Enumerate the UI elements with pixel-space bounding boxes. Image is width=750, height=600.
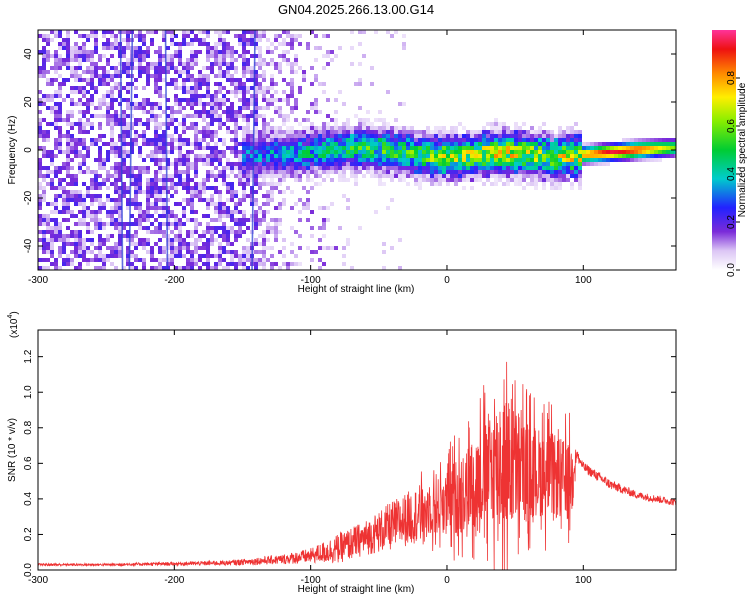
bottom-y-axis-label: SNR (10 * v/v) xyxy=(7,418,18,482)
colorbar-ticks: 0.0 0.2 0.4 0.6 0.8 xyxy=(726,71,740,277)
bottom-x-tick-label: -200 xyxy=(164,575,184,586)
bottom-axis-ticks: -300 -200 -100 0 100 1.2 1.0 0.8 0.6 0.4 0.2 0.0 xyxy=(23,330,676,586)
colorbar-tick-label: 0.2 xyxy=(726,215,737,229)
snr-series-line xyxy=(38,361,676,570)
top-y-tick-label: -40 xyxy=(23,238,34,253)
top-x-tick-label: 0 xyxy=(444,275,450,286)
bottom-x-axis-label: Height of straight line (km) xyxy=(298,584,415,595)
bottom-y-tick-label: 0.4 xyxy=(23,492,34,506)
colorbar-tick-label: 0.0 xyxy=(726,263,737,277)
bottom-x-tick-label: -100 xyxy=(301,575,321,586)
colorbar-label: Normalized spectral amplitude xyxy=(737,82,748,217)
top-axis-ticks: -300 -200 -100 0 100 40 20 0 -20 -40 xyxy=(23,30,676,286)
spectrogram-heatmap xyxy=(38,30,676,270)
chart-title: GN04.2025.266.13.00.G14 xyxy=(278,2,434,17)
top-y-tick-label: 0 xyxy=(23,147,34,153)
top-y-tick-label: -20 xyxy=(23,190,34,205)
bottom-plot-frame xyxy=(37,329,677,571)
bottom-x-tick-label: -300 xyxy=(28,575,48,586)
top-y-tick-label: 20 xyxy=(23,96,34,108)
colorbar-tick-label: 0.8 xyxy=(726,71,737,85)
colorbar xyxy=(712,30,736,270)
bottom-x-tick-label: 100 xyxy=(575,575,592,586)
bottom-y-tick-label: 0.8 xyxy=(23,420,34,434)
bottom-x-tick-label: 0 xyxy=(444,575,450,586)
y-scale-label: (x104) xyxy=(7,311,20,338)
bottom-y-tick-label: 0.0 xyxy=(23,563,34,577)
top-x-tick-label: 100 xyxy=(575,275,592,286)
top-x-tick-label: -300 xyxy=(28,275,48,286)
top-x-tick-label: -200 xyxy=(164,275,184,286)
bottom-y-tick-label: 1.2 xyxy=(23,349,34,363)
top-y-axis-label: Frequency (Hz) xyxy=(7,116,18,185)
bottom-y-tick-label: 0.2 xyxy=(23,527,34,541)
bottom-y-tick-label: 1.0 xyxy=(23,385,34,399)
top-y-tick-label: 40 xyxy=(23,48,34,60)
top-x-tick-label: -100 xyxy=(301,275,321,286)
colorbar-tick-label: 0.4 xyxy=(726,167,737,181)
top-x-axis-label: Height of straight line (km) xyxy=(298,284,415,295)
colorbar-tick-label: 0.6 xyxy=(726,119,737,133)
bottom-y-tick-label: 0.6 xyxy=(23,456,34,470)
svg-text:(x104): (x104) xyxy=(7,311,20,338)
